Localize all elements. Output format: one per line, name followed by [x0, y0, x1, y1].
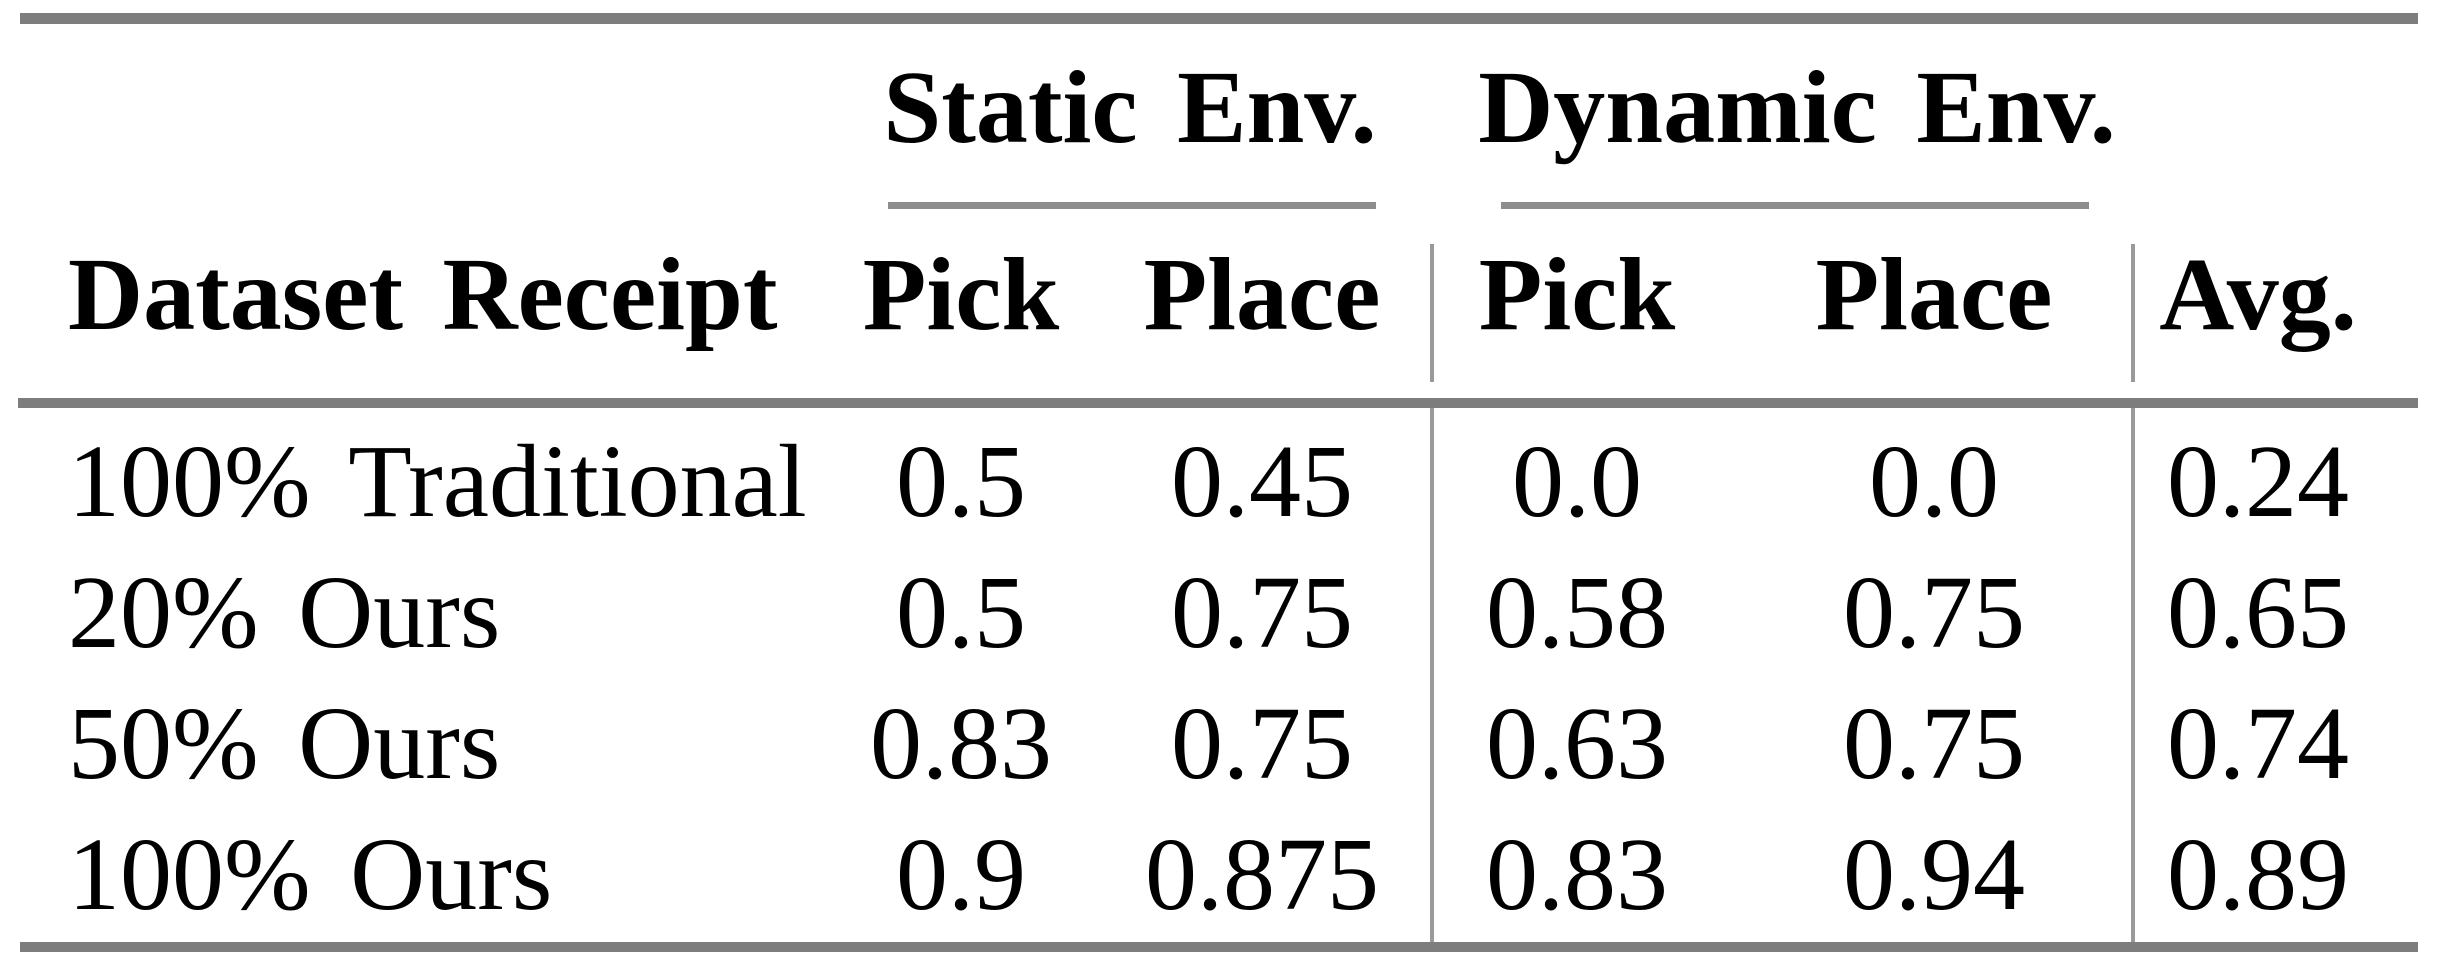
table-cell: 0.0: [1512, 424, 1642, 539]
table-cell: 0.63: [1486, 686, 1668, 801]
vertical-rule-static-dynamic-body: [1430, 408, 1434, 942]
table-cell: 0.5: [896, 424, 1026, 539]
group-header-static-env: Static Env.: [883, 50, 1377, 165]
static-env-cmidrule: [888, 202, 1376, 209]
table-cell: 0.74: [2167, 686, 2349, 801]
row-label: 100% Ours: [68, 817, 553, 932]
table-cell: 0.9: [896, 817, 1026, 932]
table-cell: 0.75: [1843, 555, 2025, 670]
row-label: 50% Ours: [68, 686, 501, 801]
table-cell: 0.83: [1486, 817, 1668, 932]
row-label: 100% Traditional: [68, 424, 807, 539]
table-top-rule: [20, 13, 2418, 24]
table-cell: 0.89: [2167, 817, 2349, 932]
column-header-avg: Avg.: [2159, 237, 2357, 352]
table-header-rule: [18, 398, 2418, 408]
table-cell: 0.75: [1171, 555, 1353, 670]
table-bottom-rule: [20, 942, 2418, 952]
table-cell: 0.83: [870, 686, 1052, 801]
column-header-static-pick: Pick: [862, 237, 1060, 352]
vertical-rule-static-dynamic-header: [1430, 244, 1434, 382]
table-cell: 0.24: [2167, 424, 2349, 539]
table-cell: 0.58: [1486, 555, 1668, 670]
vertical-rule-avg-header: [2131, 244, 2135, 382]
table-cell: 0.45: [1171, 424, 1353, 539]
row-label: 20% Ours: [68, 555, 501, 670]
table-cell: 0.0: [1869, 424, 1999, 539]
column-header-dynamic-place: Place: [1815, 237, 2053, 352]
table-cell: 0.65: [2167, 555, 2349, 670]
table-cell: 0.75: [1171, 686, 1353, 801]
table-cell: 0.94: [1843, 817, 2025, 932]
column-header-dynamic-pick: Pick: [1478, 237, 1676, 352]
dynamic-env-cmidrule: [1501, 202, 2089, 209]
table-cell: 0.875: [1145, 817, 1379, 932]
column-header-dataset-receipt: Dataset Receipt: [68, 237, 778, 352]
group-header-dynamic-env: Dynamic Env.: [1478, 50, 2116, 165]
column-header-static-place: Place: [1143, 237, 1381, 352]
vertical-rule-avg-body: [2131, 408, 2135, 942]
table-cell: 0.5: [896, 555, 1026, 670]
table-cell: 0.75: [1843, 686, 2025, 801]
